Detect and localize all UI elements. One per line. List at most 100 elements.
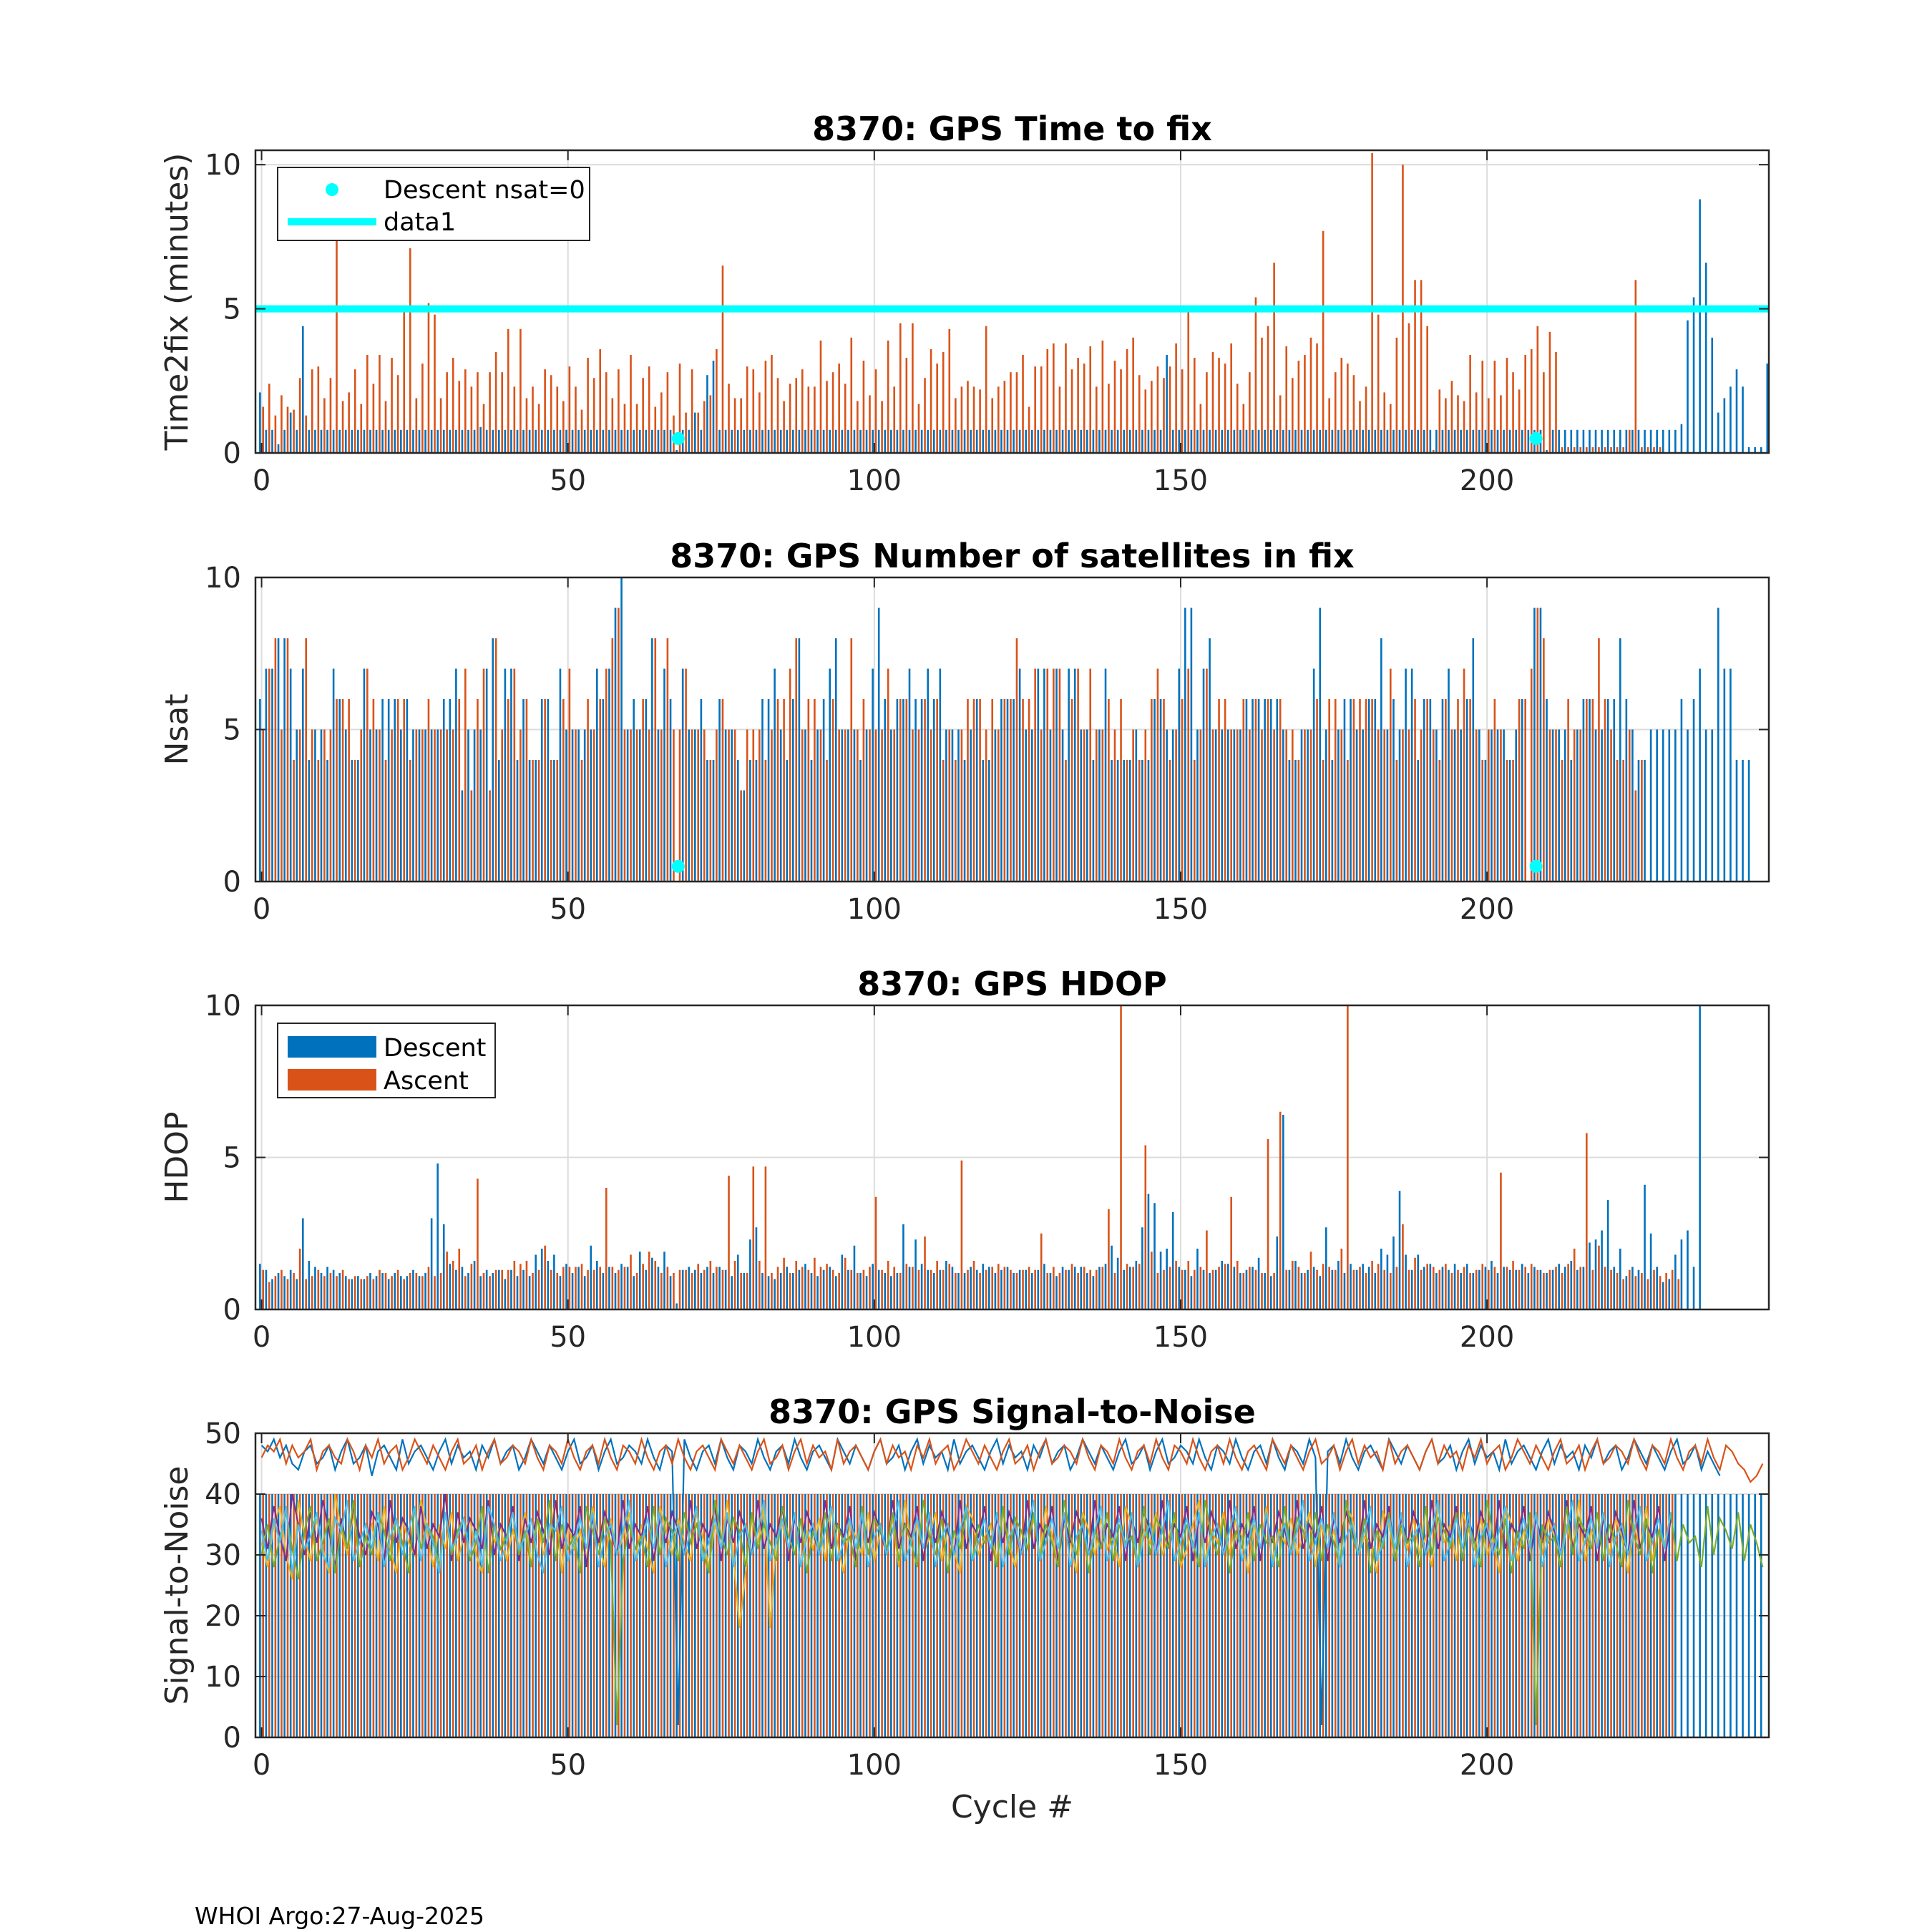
ascent-bar (771, 355, 773, 453)
ascent-bar (1347, 1005, 1349, 1309)
ascent-bar (862, 1269, 865, 1309)
ascent-bar (752, 369, 755, 453)
descent-bar (951, 729, 954, 882)
descent-bar (1307, 1494, 1309, 1737)
ascent-bar (605, 1494, 608, 1737)
descent-bar (810, 1273, 813, 1309)
descent-bar (498, 1269, 500, 1309)
descent-bar (461, 429, 464, 453)
ascent-bar (979, 1494, 981, 1737)
ascent-bar (648, 1252, 650, 1309)
descent-bar (271, 429, 273, 453)
ascent-bar (1218, 699, 1220, 882)
ascent-bar (814, 699, 816, 882)
descent-bar (602, 1273, 605, 1309)
descent-bar (1631, 429, 1634, 453)
ascent-bar (1003, 1267, 1006, 1309)
descent-bar (1625, 1276, 1628, 1309)
ascent-bar (298, 378, 301, 453)
ascent-bar (1285, 729, 1288, 882)
descent-bar (1723, 1494, 1726, 1737)
ascent-bar (1309, 1252, 1312, 1309)
ascent-bar (280, 1494, 283, 1737)
ascent-bar (1242, 404, 1245, 453)
ascent-bar (869, 1494, 871, 1737)
descent-bar (1760, 447, 1762, 453)
descent-bar (1637, 429, 1640, 453)
descent-bar (1300, 429, 1303, 453)
descent-bar (1601, 1230, 1603, 1309)
ascent-bar (1040, 729, 1043, 882)
ascent-bar (819, 729, 822, 882)
ascent-bar (562, 1267, 565, 1309)
descent-bar (927, 1269, 930, 1309)
descent-bar (1723, 668, 1726, 882)
ascent-bar (396, 1269, 399, 1309)
ascent-bar (1365, 1273, 1367, 1309)
snr-series-line (260, 1500, 1672, 1574)
ascent-bar (1390, 668, 1392, 882)
descent-bar (694, 1494, 696, 1737)
x-tick-label: 100 (847, 893, 902, 926)
descent-bar (1594, 1239, 1597, 1309)
ascent-bar (881, 1494, 883, 1737)
descent-bar (265, 1494, 268, 1737)
ascent-bar (716, 348, 718, 453)
ascent-bar (967, 1269, 969, 1309)
ascent-bar (568, 366, 571, 453)
ascent-bar (1616, 447, 1619, 453)
descent-bar (363, 429, 366, 453)
ascent-bar (967, 381, 969, 453)
descent-bar (945, 729, 947, 882)
descent-bar (504, 429, 507, 453)
ascent-bar (1610, 447, 1612, 453)
ascent-bar (1194, 358, 1196, 453)
descent-bar (1153, 699, 1156, 882)
ascent-bar (336, 1494, 338, 1737)
descent-bar (681, 668, 684, 882)
descent-bar (1563, 1267, 1566, 1309)
descent-bar (638, 1494, 641, 1737)
descent-bar (338, 1273, 341, 1309)
descent-bar (1423, 1494, 1425, 1737)
ascent-bar (1010, 1494, 1012, 1737)
ascent-bar (893, 386, 896, 453)
descent-bar (1692, 1494, 1695, 1737)
descent-bar (271, 1494, 273, 1737)
ascent-bar (917, 404, 920, 453)
descent-bar (841, 729, 844, 882)
descent-bar (1252, 429, 1254, 453)
descent-bar (1025, 1494, 1028, 1737)
ascent-bar (924, 1494, 926, 1737)
descent-bar (1662, 1282, 1664, 1309)
descent-bar (1582, 1494, 1585, 1737)
descent-bar (620, 429, 623, 453)
descent-bar (1460, 1273, 1462, 1309)
descent-bar (1656, 1494, 1658, 1737)
ascent-bar (1438, 1269, 1441, 1309)
descent-bar (1429, 699, 1432, 882)
descent-bar (792, 429, 794, 453)
ascent-bar (427, 1267, 430, 1309)
descent-bar (1711, 1494, 1714, 1737)
descent-bar (1355, 1269, 1358, 1309)
ascent-bar (1530, 348, 1533, 453)
ascent-bar (733, 398, 736, 453)
ascent-bar (1322, 1264, 1324, 1309)
descent-bar (1209, 1273, 1211, 1309)
ascent-bar (752, 1494, 755, 1737)
descent-bar (724, 1494, 727, 1737)
x-tick-label: 100 (847, 1749, 902, 1782)
ascent-bar (391, 1276, 393, 1309)
ascent-bar (1070, 369, 1073, 453)
ascent-bar (519, 1494, 522, 1737)
descent-bar (963, 760, 966, 882)
ascent-bar (997, 1264, 1000, 1309)
descent-bar (945, 429, 947, 453)
descent-bar (1729, 668, 1732, 882)
descent-bar (394, 429, 396, 453)
descent-bar (504, 1279, 507, 1309)
ascent-bar (1604, 447, 1606, 453)
ascent-bar (1561, 447, 1563, 453)
descent-bar (516, 760, 519, 882)
